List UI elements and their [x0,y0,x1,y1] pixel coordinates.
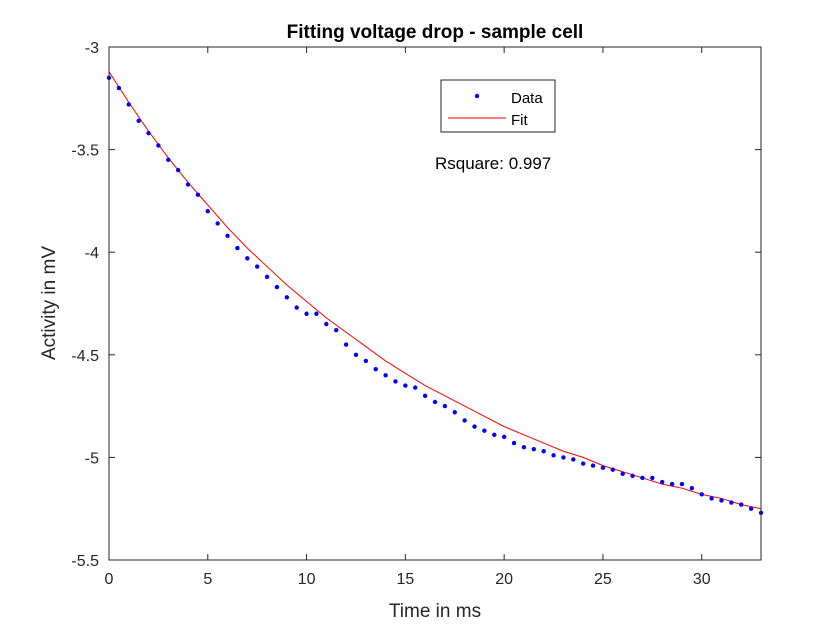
x-tick-label: 30 [693,571,711,588]
data-point [442,403,448,409]
data-point [195,192,201,197]
data-point [709,496,714,501]
data-point [580,461,586,466]
data-point [492,432,497,438]
data-point [156,143,161,148]
data-point [146,130,151,136]
data-point [630,473,635,479]
data-point [116,85,122,91]
y-tick-label: -5.5 [71,553,99,570]
data-point [304,311,309,316]
data-point [334,327,339,333]
data-point [561,455,566,460]
data-point [590,463,596,468]
data-point [600,465,606,470]
data-point [205,208,210,214]
data-point [284,295,290,300]
legend-fit-label: Fit [511,112,528,129]
data-point [314,311,319,316]
data-point [422,393,428,399]
x-tick-label: 25 [594,571,612,588]
chart-title: Fitting voltage drop - sample cell [287,22,584,43]
data-point [620,471,625,477]
data-point [373,366,378,372]
data-point [324,321,329,327]
data-point [432,399,438,405]
data-point [343,342,349,347]
data-point [501,434,507,440]
plot-area [109,47,761,560]
y-tick-label: -3.5 [71,143,99,160]
legend: Data Fit [440,79,556,133]
data-point [739,502,744,507]
data-point [383,373,388,378]
plot-background [109,47,761,560]
data-point [235,245,240,251]
data-point [521,444,527,450]
data-point [729,500,734,505]
fit-line [108,71,762,510]
data-point [166,157,171,163]
data-point [264,274,270,280]
data-point [551,453,556,458]
data-series [106,75,764,515]
y-tick-label: -3 [85,40,99,57]
y-tick-label: -4 [85,245,99,262]
data-point [472,424,477,429]
x-tick-label: 20 [495,571,513,588]
data-point [462,418,467,423]
legend-data-marker [474,93,480,99]
x-axis-label: Time in ms [389,601,481,622]
data-point [452,410,457,415]
data-point [175,167,181,173]
x-tick-label: 15 [396,571,414,588]
data-point [669,481,675,487]
data-point [571,457,576,462]
legend-data-label: Data [511,90,543,107]
data-point [610,467,616,472]
x-tick-label: 0 [105,571,114,588]
data-point [245,256,250,261]
data-point [679,481,685,487]
data-point [689,485,695,491]
data-point [511,440,517,446]
data-point [699,492,704,497]
data-point [294,305,299,310]
axes-box [108,46,762,561]
data-point [748,506,754,511]
legend-box [440,79,556,133]
data-point [353,352,359,357]
data-point [254,264,260,269]
axes: 0 5 10 15 20 25 30 -3 -3.5 -4 -4.5 -5 -5.5 [71,40,762,588]
data-point [482,428,487,433]
data-point [640,475,645,481]
fit-series [108,71,762,510]
data-point [274,284,280,290]
y-tick-label: -5 [85,450,99,467]
x-tick-label: 5 [203,571,212,588]
data-point [136,118,141,124]
data-point [215,221,220,226]
data-point [719,498,724,503]
data-point [363,358,369,364]
x-tick-label: 10 [298,571,316,588]
data-point [660,479,665,485]
data-point [650,475,655,481]
data-point [541,449,546,454]
data-point [225,233,230,238]
data-point [531,446,536,452]
data-point [185,182,191,187]
data-point [126,102,131,107]
data-point [403,383,408,388]
data-point [393,379,398,384]
data-point [413,385,418,390]
y-tick-label: -4.5 [71,348,99,365]
rsquare-annotation: Rsquare: 0.997 [435,154,551,173]
y-axis-label: Activity in mV [39,246,60,360]
